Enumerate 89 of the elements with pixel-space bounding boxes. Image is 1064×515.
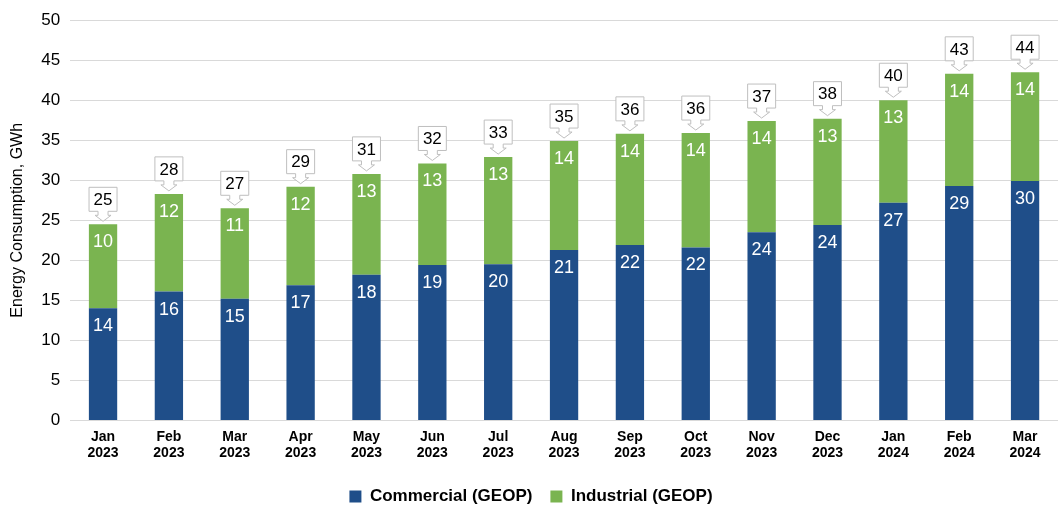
total-label: 37 <box>752 86 772 106</box>
x-tick-label: Sep 2023 <box>614 427 646 461</box>
total-label: 28 <box>159 159 179 179</box>
bar <box>681 247 710 420</box>
data-label: 13 <box>488 164 509 185</box>
bar <box>945 185 974 420</box>
data-label: 13 <box>356 180 377 201</box>
total-label: 31 <box>357 139 376 159</box>
data-label: 13 <box>422 170 443 191</box>
x-tick-label: May 2023 <box>350 427 383 461</box>
x-tick-label: Mar 2024 <box>1009 427 1041 461</box>
total-label: 33 <box>488 122 508 142</box>
x-tick-label: Jan 2023 <box>87 427 119 461</box>
total-label: 38 <box>818 84 837 104</box>
data-label: 14 <box>751 128 772 149</box>
data-label: 24 <box>751 239 772 260</box>
data-label: 13 <box>883 107 904 128</box>
total-label: 36 <box>686 98 706 118</box>
y-tick-label: 10 <box>41 330 61 350</box>
data-label: 14 <box>93 315 114 336</box>
x-tick-label: Apr 2023 <box>285 427 317 461</box>
data-label: 13 <box>817 125 838 146</box>
y-tick-label: 20 <box>41 250 61 270</box>
bar <box>549 249 579 420</box>
data-label: 14 <box>619 140 640 161</box>
total-label: 29 <box>291 152 311 172</box>
data-label: 12 <box>158 200 179 221</box>
y-tick-label: 25 <box>41 209 61 229</box>
data-label: 19 <box>422 272 443 293</box>
total-label: 44 <box>1015 37 1035 57</box>
bar <box>88 308 118 420</box>
data-label: 22 <box>685 254 706 275</box>
y-axis-title: Energy Consumption, GWh <box>8 122 26 318</box>
data-label: 20 <box>488 271 509 292</box>
data-label: 12 <box>290 193 311 214</box>
x-tick-label: Jul 2023 <box>482 427 514 461</box>
legend-label: Commercial (GEOP) <box>369 486 533 506</box>
bar <box>879 202 908 420</box>
x-tick-label: Nov 2023 <box>746 427 778 461</box>
total-label: 43 <box>949 39 969 59</box>
data-label: 14 <box>949 80 970 101</box>
data-label: 15 <box>224 305 245 326</box>
total-label: 36 <box>620 99 640 119</box>
y-tick-label: 50 <box>41 9 61 29</box>
x-tick-label: Dec 2023 <box>811 427 844 461</box>
y-tick-label: 15 <box>41 290 61 310</box>
total-label: 27 <box>225 173 245 193</box>
y-tick-label: 30 <box>41 169 61 189</box>
data-label: 22 <box>619 252 640 273</box>
data-label: 24 <box>817 232 838 253</box>
y-tick-label: 40 <box>41 89 61 109</box>
y-tick-label: 45 <box>41 49 61 69</box>
legend-label: Industrial (GEOP) <box>570 486 713 506</box>
bar <box>418 265 447 420</box>
bar <box>1010 181 1040 420</box>
data-label: 30 <box>1015 188 1036 209</box>
data-label: 16 <box>158 298 179 319</box>
x-tick-label: Aug 2023 <box>548 427 580 461</box>
data-label: 14 <box>1015 79 1036 100</box>
data-label: 27 <box>883 209 904 230</box>
x-tick-label: Jun 2023 <box>416 427 449 461</box>
x-tick-label: Oct 2023 <box>680 427 712 461</box>
y-tick-label: 0 <box>50 410 61 430</box>
x-tick-label: Jan 2024 <box>877 427 910 461</box>
y-tick-label: 5 <box>50 370 61 390</box>
y-tick-label: 35 <box>41 129 61 149</box>
x-tick-label: Feb 2023 <box>153 427 185 461</box>
x-tick-label: Mar 2023 <box>219 427 251 461</box>
bar <box>352 274 381 420</box>
total-label: 25 <box>93 189 113 209</box>
bar <box>154 291 184 420</box>
bar <box>484 264 513 420</box>
data-label: 11 <box>225 215 245 236</box>
data-label: 29 <box>949 192 970 213</box>
total-label: 35 <box>554 106 574 126</box>
data-label: 17 <box>290 292 311 313</box>
bar <box>747 232 776 420</box>
bar <box>615 245 645 420</box>
bar <box>220 298 249 420</box>
data-label: 21 <box>554 256 575 277</box>
data-label: 18 <box>356 281 377 302</box>
data-label: 14 <box>685 140 706 161</box>
total-label: 32 <box>422 129 442 149</box>
data-label: 14 <box>554 148 575 169</box>
data-label: 10 <box>93 231 114 252</box>
x-tick-label: Feb 2024 <box>943 427 975 461</box>
total-label: 40 <box>883 65 903 85</box>
bar <box>813 225 842 420</box>
bar <box>286 285 315 420</box>
